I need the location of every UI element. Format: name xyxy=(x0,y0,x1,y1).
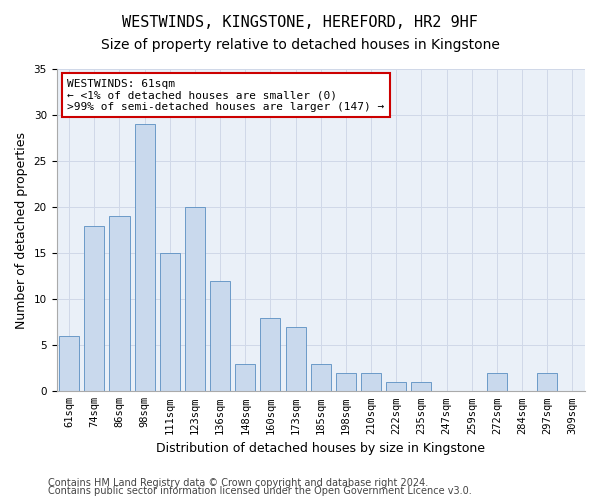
Text: Contains HM Land Registry data © Crown copyright and database right 2024.: Contains HM Land Registry data © Crown c… xyxy=(48,478,428,488)
Bar xyxy=(109,216,130,392)
Text: Size of property relative to detached houses in Kingstone: Size of property relative to detached ho… xyxy=(101,38,499,52)
Bar xyxy=(134,124,155,392)
Bar xyxy=(361,373,381,392)
Text: WESTWINDS: 61sqm
← <1% of detached houses are smaller (0)
>99% of semi-detached : WESTWINDS: 61sqm ← <1% of detached house… xyxy=(67,78,385,112)
Text: WESTWINDS, KINGSTONE, HEREFORD, HR2 9HF: WESTWINDS, KINGSTONE, HEREFORD, HR2 9HF xyxy=(122,15,478,30)
Bar xyxy=(286,327,305,392)
Bar xyxy=(412,382,431,392)
Bar xyxy=(210,281,230,392)
Bar xyxy=(235,364,256,392)
Bar xyxy=(537,373,557,392)
Y-axis label: Number of detached properties: Number of detached properties xyxy=(15,132,28,328)
X-axis label: Distribution of detached houses by size in Kingstone: Distribution of detached houses by size … xyxy=(156,442,485,455)
Bar xyxy=(84,226,104,392)
Bar xyxy=(487,373,507,392)
Bar xyxy=(336,373,356,392)
Bar xyxy=(311,364,331,392)
Bar xyxy=(160,253,180,392)
Text: Contains public sector information licensed under the Open Government Licence v3: Contains public sector information licen… xyxy=(48,486,472,496)
Bar xyxy=(59,336,79,392)
Bar xyxy=(386,382,406,392)
Bar xyxy=(185,207,205,392)
Bar xyxy=(260,318,280,392)
